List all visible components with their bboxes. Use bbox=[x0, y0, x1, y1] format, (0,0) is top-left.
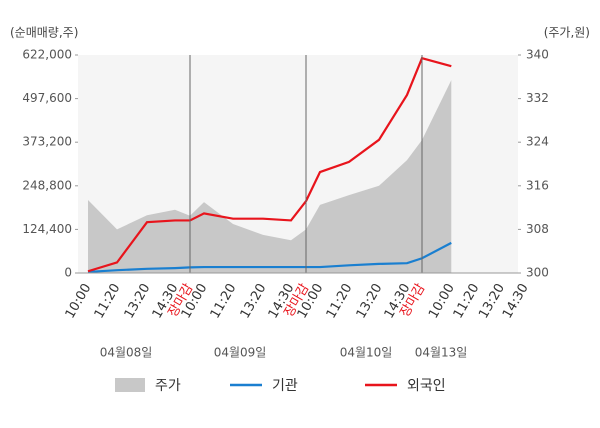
y2-tick-label: 316 bbox=[526, 178, 549, 192]
y2-tick-label: 332 bbox=[526, 91, 549, 105]
y-tick-label: 248,800 bbox=[22, 178, 72, 192]
legend-label: 기관 bbox=[272, 378, 298, 394]
x-tick-label: 13:20 bbox=[354, 281, 386, 321]
legend-swatch bbox=[115, 378, 145, 392]
series-line bbox=[87, 241, 452, 274]
y2-axis-label: (주가,원) bbox=[544, 26, 590, 40]
y2-tick-label: 324 bbox=[526, 135, 549, 149]
y-axis-label: (순매매량,주) bbox=[10, 26, 78, 40]
x-tick-label: 10:00 bbox=[63, 281, 95, 321]
legend-label: 외국인 bbox=[407, 378, 446, 394]
date-label: 04월08일 bbox=[100, 346, 153, 360]
price-area bbox=[88, 80, 452, 273]
x-tick-label: 13:20 bbox=[122, 281, 154, 321]
y-tick-label: 373,200 bbox=[22, 135, 72, 149]
y-tick-label: 124,400 bbox=[22, 222, 72, 236]
y-tick-label: 622,000 bbox=[22, 48, 72, 62]
x-tick-label: 13:20 bbox=[238, 281, 270, 321]
date-label: 04월10일 bbox=[340, 346, 393, 360]
series-line bbox=[87, 56, 452, 273]
y2-tick-label: 340 bbox=[526, 48, 549, 62]
y2-tick-label: 308 bbox=[526, 222, 549, 236]
y-tick-label: 497,600 bbox=[22, 91, 72, 105]
y-tick-label: 0 bbox=[64, 266, 72, 280]
date-label: 04월13일 bbox=[415, 346, 468, 360]
x-tick-label: 11:20 bbox=[92, 281, 124, 321]
y2-tick-label: 300 bbox=[526, 266, 549, 280]
date-label: 04월09일 bbox=[214, 346, 267, 360]
legend-label: 주가 bbox=[155, 378, 181, 394]
x-tick-label: 11:20 bbox=[208, 281, 240, 321]
x-tick-label: 11:20 bbox=[324, 281, 356, 321]
